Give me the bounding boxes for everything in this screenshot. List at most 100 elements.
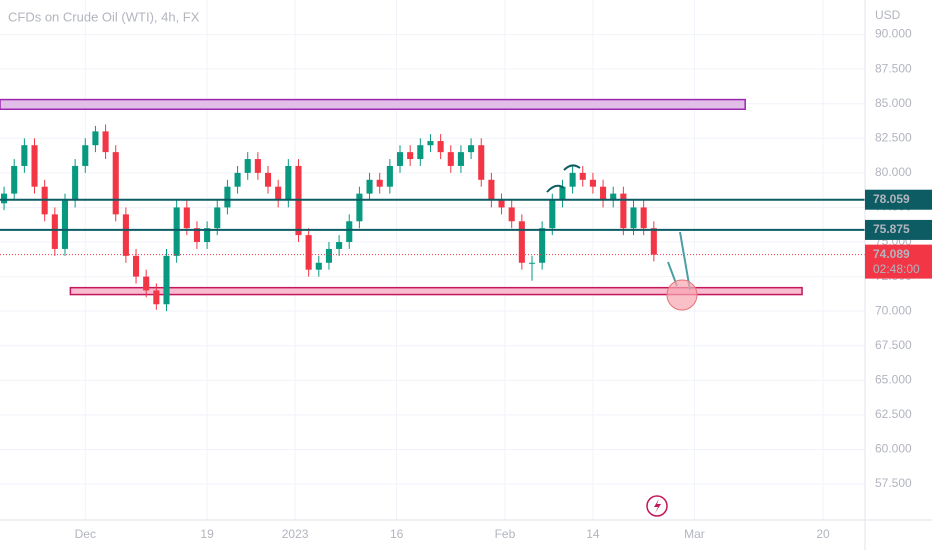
candle-body	[1, 193, 8, 204]
candle-body	[528, 262, 536, 264]
candle-body	[437, 141, 444, 153]
candle-body	[214, 207, 221, 229]
candle-body	[549, 200, 556, 229]
candle-body	[254, 159, 261, 173]
x-tick-label: 16	[390, 527, 404, 541]
arc-drawing	[563, 164, 581, 171]
last-price-label: 74.089	[873, 247, 910, 261]
candle-body	[285, 165, 292, 201]
zone	[0, 98, 746, 111]
candle-body	[457, 152, 464, 166]
y-tick-label: 85.000	[875, 96, 912, 110]
candle-body	[163, 255, 170, 305]
arc-drawing	[546, 184, 565, 193]
candle-body	[498, 200, 505, 208]
candle-body	[122, 214, 129, 256]
candle-body	[224, 186, 231, 208]
level-tag	[865, 219, 932, 240]
event-icon-bolt	[654, 499, 661, 513]
candle-body	[396, 152, 404, 166]
axis-unit: USD	[875, 8, 901, 22]
candle-body	[539, 228, 546, 263]
candle-body	[579, 172, 586, 180]
y-tick-label: 90.000	[875, 27, 912, 41]
x-tick-label: Dec	[75, 527, 96, 541]
y-tick-label: 60.000	[875, 442, 912, 456]
candle-body	[92, 131, 99, 146]
candle-body	[193, 228, 201, 243]
candle-body	[275, 186, 282, 201]
target-circle	[666, 279, 698, 311]
x-tick-label: Mar	[684, 527, 705, 541]
level-tag-label: 75.875	[873, 222, 910, 236]
candle-body	[51, 214, 58, 249]
y-tick-label: 82.500	[875, 130, 912, 144]
candle-body	[417, 145, 424, 160]
zones	[0, 98, 803, 296]
candle-body	[112, 152, 119, 215]
candle-body	[82, 145, 89, 166]
x-tick-label: 19	[200, 527, 214, 541]
candle-body	[407, 152, 414, 160]
drawings	[546, 164, 698, 517]
x-tick-label: 2023	[282, 527, 309, 541]
candle-body	[183, 207, 190, 229]
zone	[69, 286, 803, 296]
candle-body	[346, 221, 353, 243]
y-tick-label: 80.000	[875, 165, 912, 179]
candle-body	[376, 179, 383, 187]
y-tick-label: 87.500	[875, 61, 912, 75]
candle-body	[204, 228, 211, 243]
candle-body	[488, 179, 495, 201]
x-tick-label: Feb	[495, 527, 516, 541]
y-tick-label: 57.500	[875, 476, 912, 490]
candle-body	[478, 145, 485, 180]
arrow-line	[679, 231, 691, 291]
candle-body	[173, 207, 180, 256]
candle-body	[386, 165, 393, 187]
countdown-label: 02:48:00	[873, 262, 920, 276]
candle-body	[650, 228, 657, 255]
candle-body	[153, 290, 160, 305]
candle-body	[11, 165, 18, 194]
last-price-tag	[865, 244, 932, 279]
candle-body	[325, 248, 332, 263]
candle-body	[356, 193, 363, 222]
level-tag	[865, 189, 932, 210]
candle-body	[234, 172, 241, 187]
y-tick-label: 65.000	[875, 372, 912, 386]
candle-body	[518, 221, 525, 263]
y-tick-label: 70.000	[875, 303, 912, 317]
candle-body	[61, 200, 69, 249]
candle-body	[447, 152, 454, 166]
candle-body	[305, 235, 312, 270]
candle-body	[468, 145, 475, 153]
candle-body	[508, 207, 515, 222]
candle-body	[610, 193, 617, 201]
candle-body	[244, 159, 251, 173]
candle-body	[427, 141, 434, 146]
candle-body	[600, 186, 607, 201]
candle-body	[72, 165, 79, 201]
candle-body	[559, 186, 566, 201]
candle-body	[21, 145, 28, 166]
candle-body	[102, 131, 109, 153]
y-tick-label: 62.500	[875, 407, 912, 421]
candle-body	[336, 242, 343, 249]
candle-body	[589, 179, 596, 187]
levels	[0, 198, 865, 256]
candle-body	[31, 145, 38, 187]
candle-body	[640, 207, 647, 229]
chart-title: CFDs on Crude Oil (WTI), 4h, FX	[8, 9, 200, 24]
y-tick-label: 67.500	[875, 338, 912, 352]
candle-body	[143, 276, 150, 291]
candle-body	[569, 172, 576, 187]
candle-body	[132, 255, 140, 277]
level-tag-label: 78.059	[873, 192, 910, 206]
x-tick-label: 14	[586, 527, 600, 541]
candle-body	[620, 193, 627, 229]
candle-body	[630, 207, 637, 229]
